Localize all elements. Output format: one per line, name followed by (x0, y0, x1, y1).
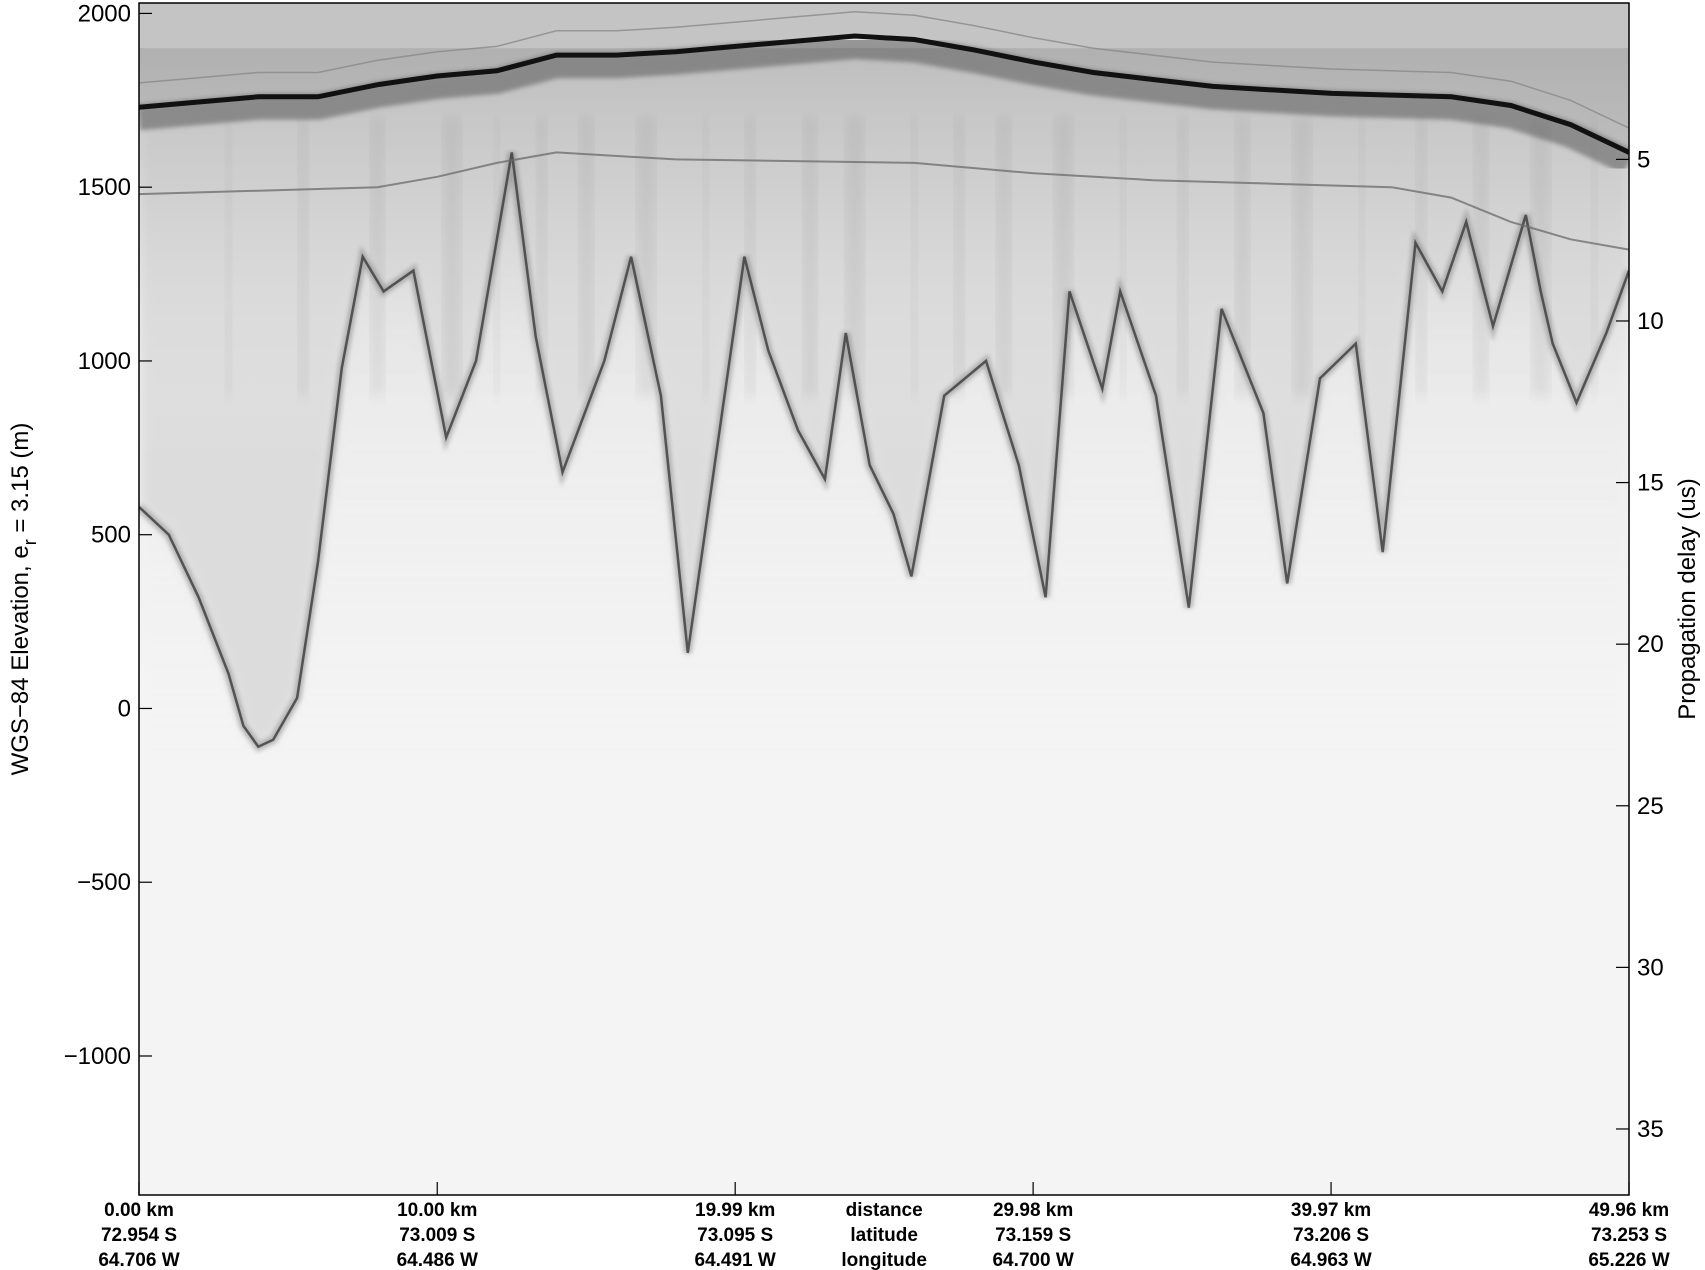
bottom-tick-label-latitude: 73.159 S (995, 1225, 1071, 1246)
right-axis: 5 10 15 20 25 30 35 (1616, 146, 1664, 1143)
right-tick-label: 15 (1637, 470, 1664, 497)
bottom-tick-label-distance: 39.97 km (1291, 1200, 1371, 1221)
left-tick-label: 500 (91, 522, 131, 549)
left-axis: 2000 1500 1000 500 0 −500 −1000 (64, 0, 152, 1070)
right-tick-label: 20 (1637, 631, 1664, 658)
bottom-tick-label-distance: 19.99 km (695, 1200, 775, 1221)
streak (1120, 117, 1127, 396)
bottom-axis: 0.00 km 72.954 S 64.706 W 10.00 km 73.009 S 6… (98, 1182, 1670, 1270)
bottom-tick-label-distance: 49.96 km (1589, 1200, 1669, 1221)
streak (996, 117, 1011, 396)
plot-frame (138, 2, 1630, 1196)
streak (579, 117, 594, 396)
bottom-tick-label-distance: 0.00 km (104, 1200, 174, 1221)
y-axis-label-left-main: WGS−84 Elevation, e (7, 545, 34, 775)
left-tick-label: 1500 (78, 174, 131, 201)
streak (911, 117, 918, 396)
bottom-tick-label-latitude: 73.095 S (697, 1225, 773, 1246)
bottom-tick-label-latitude: 73.206 S (1293, 1225, 1369, 1246)
left-tick-label: 1000 (78, 348, 131, 375)
streak (1293, 117, 1312, 396)
bed-reflector (139, 152, 1629, 749)
streak (225, 117, 232, 396)
streak (845, 117, 864, 396)
streak (1235, 117, 1250, 396)
bottom-tick-label-longitude: 64.486 W (397, 1250, 478, 1270)
streak (702, 117, 709, 396)
right-tick-label: 30 (1637, 954, 1664, 981)
bottom-tick-label-longitude: 64.706 W (98, 1250, 179, 1270)
bottom-tick-label-distance: 29.98 km (993, 1200, 1073, 1221)
streak (1591, 117, 1598, 396)
bottom-tick-label-latitude: 73.253 S (1591, 1225, 1667, 1246)
y-axis-label-right: Propagation delay (us) (1674, 478, 1701, 719)
bottom-tick-label-latitude: 72.954 S (101, 1225, 177, 1246)
row-caption-distance: distance (846, 1200, 923, 1221)
bottom-tick-label-latitude: 73.009 S (399, 1225, 475, 1246)
left-tick-label: −500 (77, 869, 131, 896)
streak (1358, 117, 1365, 396)
streak (954, 117, 965, 396)
bottom-tick-label-longitude: 64.963 W (1290, 1250, 1371, 1270)
bottom-tick-label-longitude: 64.491 W (695, 1250, 776, 1270)
right-tick-label: 35 (1637, 1116, 1664, 1143)
y-axis-label-left-suffix: = 3.15 (m) (7, 423, 34, 540)
bottom-tick-label-longitude: 65.226 W (1588, 1250, 1669, 1270)
internal-layer (139, 151, 1629, 251)
surface-band (139, 32, 1629, 175)
streak (1177, 117, 1188, 396)
y-axis-label-left-subscript: r (20, 539, 40, 545)
row-caption-longitude: longitude (841, 1250, 926, 1270)
left-tick-label: −1000 (64, 1043, 131, 1070)
streak (745, 117, 756, 396)
y-axis-label-left: WGS−84 Elevation, er = 3.15 (m) (7, 423, 40, 776)
left-tick-label: 2000 (78, 0, 131, 27)
bed-shadow (139, 152, 1629, 813)
left-tick-label: 0 (118, 695, 131, 722)
right-tick-label: 25 (1637, 793, 1664, 820)
surface-multiple (139, 10, 1629, 129)
surface-reflector (139, 33, 1629, 155)
bottom-tick-label-distance: 10.00 km (397, 1200, 477, 1221)
right-tick-label: 5 (1637, 146, 1650, 173)
row-caption-latitude: latitude (850, 1225, 918, 1246)
bottom-tick-label-longitude: 64.700 W (992, 1250, 1073, 1270)
streak (298, 117, 309, 396)
streak (803, 117, 818, 396)
radargram-image (139, 3, 1629, 813)
streak (536, 117, 547, 396)
streak (443, 117, 462, 396)
air-region (139, 3, 1629, 153)
right-tick-label: 10 (1637, 308, 1664, 335)
